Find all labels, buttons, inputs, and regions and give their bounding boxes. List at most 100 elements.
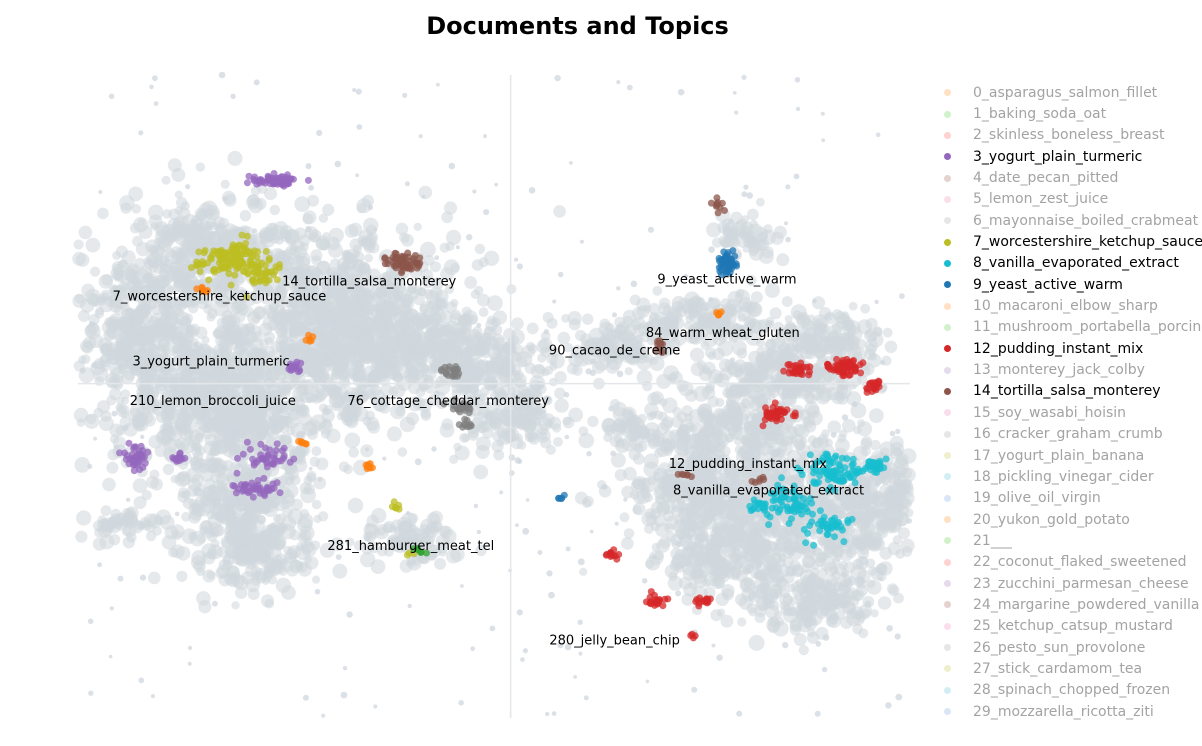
legend-item-14[interactable]: 14_tortilla_salsa_monterey <box>940 381 1202 402</box>
legend-label: 23_zucchini_parmesan_cheese <box>973 575 1189 592</box>
legend-item-16[interactable]: 16_cracker_graham_crumb <box>940 424 1202 445</box>
topic-label: 8_vanilla_evaporated_extract <box>673 484 864 499</box>
legend-marker-icon <box>944 473 951 481</box>
data-point <box>728 259 736 266</box>
data-point <box>761 416 769 424</box>
scatter-plot[interactable]: 3_yogurt_plain_turmeric 7_worcestershire_… <box>0 0 935 746</box>
data-point <box>661 595 669 603</box>
legend-item-24[interactable]: 24_margarine_powdered_vanilla <box>940 594 1202 615</box>
legend-item-27[interactable]: 27_stick_cardamom_tea <box>940 658 1202 679</box>
legend-item-26[interactable]: 26_pesto_sun_provolone <box>940 637 1202 658</box>
legend-item-3[interactable]: 3_yogurt_plain_turmeric <box>940 146 1202 167</box>
legend-marker-icon <box>944 430 951 438</box>
data-point <box>721 207 728 214</box>
data-point <box>748 477 756 485</box>
data-point <box>678 470 686 478</box>
legend-marker-icon <box>944 259 951 267</box>
data-point <box>784 507 792 515</box>
legend-label: 11_mushroom_portabella_porcini <box>973 319 1202 336</box>
data-point <box>845 371 853 379</box>
legend-item-21[interactable]: 21___ <box>940 530 1202 551</box>
data-point <box>652 346 660 354</box>
legend-item-19[interactable]: 19_olive_oil_virgin <box>940 488 1202 509</box>
legend-label: 9_yeast_active_warm <box>973 276 1123 293</box>
legend-label: 14_tortilla_salsa_monterey <box>973 383 1161 400</box>
legend-item-17[interactable]: 17_yogurt_plain_banana <box>940 445 1202 466</box>
data-point <box>824 360 832 368</box>
data-point <box>136 466 144 474</box>
legend-item-8[interactable]: 8_vanilla_evaporated_extract <box>940 253 1202 274</box>
legend-marker-icon <box>944 708 951 716</box>
data-point <box>806 368 813 376</box>
legend-item-29[interactable]: 29_mozzarella_ricotta_ziti <box>940 701 1202 722</box>
data-point <box>235 485 242 493</box>
axes <box>78 75 910 718</box>
data-point <box>819 517 827 525</box>
legend-item-28[interactable]: 28_spinach_chopped_frozen <box>940 680 1202 701</box>
legend-item-13[interactable]: 13_monterey_jack_colby <box>940 359 1202 380</box>
legend-item-20[interactable]: 20_yukon_gold_potato <box>940 509 1202 530</box>
data-point <box>398 258 406 266</box>
legend-item-10[interactable]: 10_macaroni_elbow_sharp <box>940 295 1202 316</box>
data-point <box>831 533 838 541</box>
data-point <box>789 412 797 420</box>
legend-item-22[interactable]: 22_coconut_flaked_sweetened <box>940 552 1202 573</box>
legend-label: 1_baking_soda_oat <box>973 106 1107 123</box>
legend-item-12[interactable]: 12_pudding_instant_mix <box>940 338 1202 359</box>
data-point <box>262 444 269 452</box>
data-point <box>116 449 123 457</box>
legend-item-11[interactable]: 11_mushroom_portabella_porcini <box>940 317 1202 338</box>
legend-label: 2_skinless_boneless_breast <box>973 127 1165 144</box>
legend-item-5[interactable]: 5_lemon_zest_juice <box>940 189 1202 210</box>
data-point <box>261 272 269 280</box>
legend-label: 4_date_pecan_pitted <box>973 170 1119 187</box>
data-point <box>398 267 406 275</box>
legend[interactable]: 0_asparagus_salmon_fillet 1_baking_soda_o… <box>940 82 1202 722</box>
data-point <box>713 194 721 202</box>
topic-label: 281_hamburger_meat_tel <box>327 539 494 554</box>
data-point <box>173 455 180 463</box>
legend-item-6[interactable]: 6_mayonnaise_boiled_crabmeat <box>940 210 1202 231</box>
legend-label: 17_yogurt_plain_banana <box>973 447 1145 464</box>
data-point <box>404 257 412 265</box>
data-point <box>205 276 213 284</box>
data-point <box>257 440 265 448</box>
data-point <box>246 445 254 453</box>
topic-label: 12_pudding_instant_mix <box>669 457 827 472</box>
data-point <box>231 271 239 279</box>
data-point <box>466 422 474 430</box>
legend-item-25[interactable]: 25_ketchup_catsup_mustard <box>940 616 1202 637</box>
legend-item-7[interactable]: 7_worcestershire_ketchup_sauce <box>940 231 1202 252</box>
data-point <box>804 529 812 537</box>
data-point <box>762 404 769 412</box>
legend-item-9[interactable]: 9_yeast_active_warm <box>940 274 1202 295</box>
chart-title: Documents and Topics <box>426 12 729 40</box>
data-point <box>656 340 664 348</box>
legend-marker-icon <box>944 516 951 524</box>
data-point <box>810 478 818 486</box>
data-point <box>790 494 798 502</box>
legend-marker-icon <box>944 409 951 417</box>
data-point <box>687 473 695 481</box>
legend-item-23[interactable]: 23_zucchini_parmesan_cheese <box>940 573 1202 594</box>
topic-7-points <box>187 231 418 559</box>
legend-item-15[interactable]: 15_soy_wasabi_hoisin <box>940 402 1202 423</box>
data-point <box>560 491 568 499</box>
legend-marker-icon <box>944 174 951 182</box>
data-point <box>768 412 775 419</box>
legend-item-1[interactable]: 1_baking_soda_oat <box>940 103 1202 124</box>
legend-marker-icon <box>944 131 951 139</box>
data-point <box>222 262 230 270</box>
topic-210-points <box>193 283 725 473</box>
legend-item-2[interactable]: 2_skinless_boneless_breast <box>940 125 1202 146</box>
legend-marker-icon <box>944 452 951 460</box>
data-point <box>280 182 288 190</box>
data-point <box>827 523 835 531</box>
data-point <box>774 481 782 489</box>
data-point <box>695 602 703 610</box>
legend-item-18[interactable]: 18_pickling_vinegar_cider <box>940 466 1202 487</box>
data-point <box>859 467 867 475</box>
legend-item-0[interactable]: 0_asparagus_salmon_fillet <box>940 82 1202 103</box>
data-point <box>824 486 832 494</box>
legend-item-4[interactable]: 4_date_pecan_pitted <box>940 167 1202 188</box>
